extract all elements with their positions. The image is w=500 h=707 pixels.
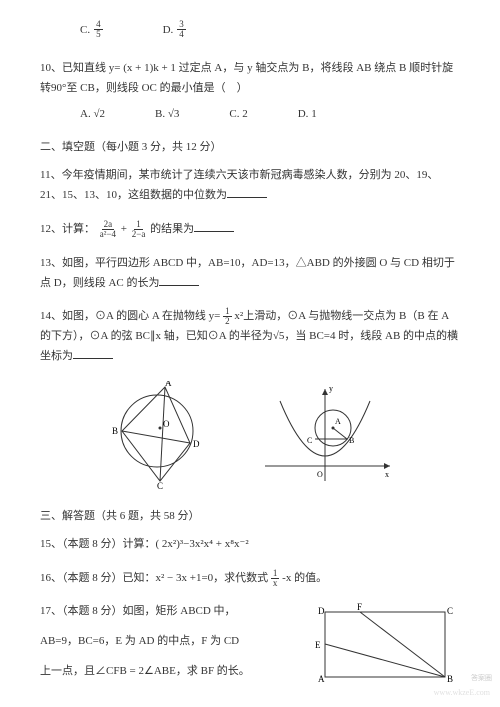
svg-text:C: C (307, 436, 312, 445)
fraction: 1 x (271, 569, 280, 588)
svg-text:C: C (157, 481, 163, 491)
svg-text:x: x (385, 470, 389, 479)
figures-row: A B C D O x y O A B C (40, 381, 460, 491)
svg-text:A: A (335, 417, 341, 426)
q10-opt-b: B. √3 (155, 105, 179, 125)
question-15: 15、（本题 8 分）计算：( 2x²)³−3x²x⁴ + x⁸x⁻² (40, 535, 460, 555)
svg-text:O: O (163, 419, 170, 429)
q10-text: 10、已知直线 y= (x + 1)k + 1 过定点 A，与 y 轴交点为 B… (40, 62, 453, 94)
q10-opt-a: A. √2 (80, 105, 105, 125)
question-13: 13、如图，平行四边形 ABCD 中，AB=10，AD=13，△ABD 的外接圆… (40, 254, 460, 294)
section-2-title: 二、填空题（每小题 3 分，共 12 分） (40, 138, 460, 154)
q9-option-d: D. 3 4 (163, 20, 186, 39)
svg-text:C: C (447, 606, 453, 616)
q9-options: C. 4 5 D. 3 4 (80, 20, 460, 39)
fraction: 3 4 (177, 20, 186, 39)
q10-options: A. √2 B. √3 C. 2 D. 1 (80, 105, 460, 125)
blank (73, 347, 113, 359)
question-16: 16、（本题 8 分）已知：x² − 3x +1=0，求代数式 1 x -x 的… (40, 569, 460, 589)
q9-option-c: C. 4 5 (80, 20, 103, 39)
question-10: 10、已知直线 y= (x + 1)k + 1 过定点 A，与 y 轴交点为 B… (40, 59, 460, 124)
q10-opt-c: C. 2 (229, 105, 247, 125)
question-12: 12、计算： 2a a²−4 + 1 2−a 的结果为 (40, 220, 460, 240)
question-17: 17、（本题 8 分）如图，矩形 ABCD 中， AB=9，BC=6，E 为 A… (40, 602, 460, 691)
svg-text:F: F (357, 602, 362, 612)
svg-text:B: B (112, 426, 118, 436)
svg-text:A: A (165, 381, 172, 388)
svg-text:B: B (349, 436, 354, 445)
fraction: 2a a²−4 (98, 220, 118, 239)
section-3-title: 三、解答题（共 6 题，共 58 分） (40, 507, 460, 523)
watermark-badge: 答案圈 (471, 673, 492, 683)
option-letter: D. (163, 24, 174, 36)
q17-text: 17、（本题 8 分）如图，矩形 ABCD 中， AB=9，BC=6，E 为 A… (40, 602, 290, 691)
svg-text:y: y (329, 384, 333, 393)
figure-circle-quadrilateral: A B C D O (105, 381, 215, 491)
svg-text:A: A (318, 674, 325, 684)
blank (159, 274, 199, 286)
option-letter: C. (80, 24, 90, 36)
blank (194, 220, 234, 232)
svg-text:B: B (447, 674, 453, 684)
fraction: 1 2 (223, 307, 232, 326)
figure-parabola-circle: x y O A B C (255, 381, 395, 491)
question-11: 11、今年疫情期间，某市统计了连续六天该市新冠病毒感染人数，分别为 20、19、… (40, 166, 460, 206)
svg-text:D: D (318, 606, 325, 616)
blank (227, 186, 267, 198)
q10-opt-d: D. 1 (298, 105, 317, 125)
watermark-url: www.wkzeE.com (434, 688, 490, 697)
figure-rectangle: A B C D E F (310, 602, 460, 687)
fraction: 4 5 (94, 20, 103, 39)
svg-text:D: D (193, 439, 200, 449)
svg-text:O: O (317, 470, 323, 479)
fraction: 1 2−a (130, 220, 148, 239)
svg-text:E: E (315, 640, 321, 650)
question-14: 14、如图，⊙A 的圆心 A 在抛物线 y= 1 2 x²上滑动，⊙A 与抛物线… (40, 307, 460, 366)
